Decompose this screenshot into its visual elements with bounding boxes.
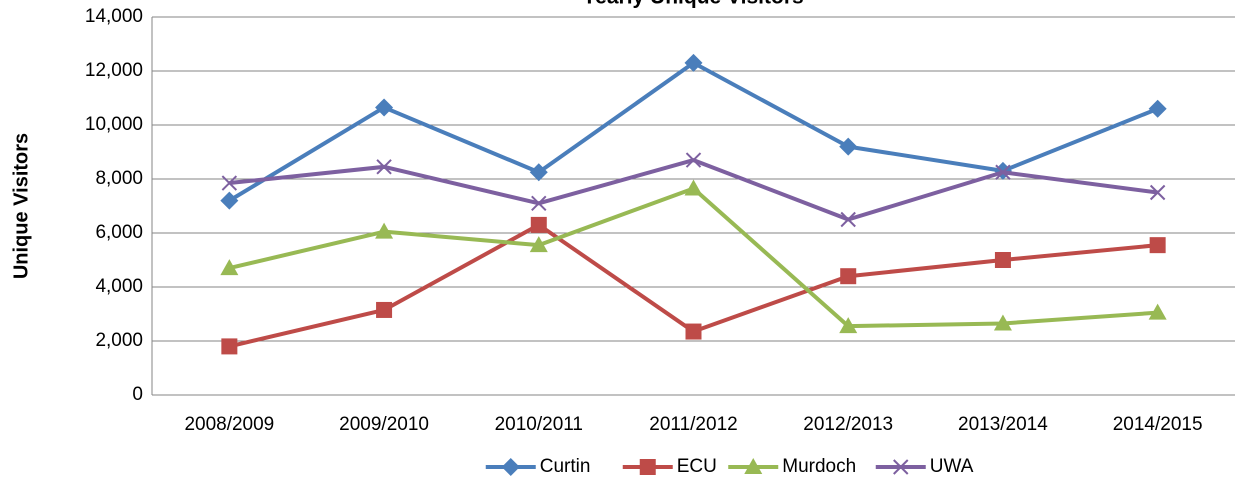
y-axis-label: Unique Visitors	[10, 133, 32, 279]
marker	[639, 459, 656, 475]
marker	[744, 458, 763, 474]
legend-label: UWA	[930, 456, 974, 477]
marker	[839, 317, 858, 334]
x-tick-label: 2010/2011	[495, 414, 583, 435]
marker	[684, 53, 703, 72]
marker	[840, 268, 857, 285]
y-tick-label: 10,000	[85, 114, 143, 135]
x-tick-label: 2008/2009	[184, 414, 274, 435]
legend-item: UWA	[875, 456, 974, 477]
x-tick-label: 2009/2010	[339, 414, 429, 435]
marker	[375, 222, 394, 239]
marker	[685, 323, 702, 340]
y-tick-label: 8,000	[95, 168, 143, 189]
marker	[221, 338, 238, 355]
marker	[220, 259, 239, 276]
marker	[529, 236, 548, 253]
y-tick-label: 0	[132, 384, 143, 405]
y-tick-label: 12,000	[85, 60, 143, 81]
marker	[501, 458, 520, 476]
marker	[376, 301, 393, 318]
marker	[1148, 99, 1167, 118]
legend-label: Curtin	[540, 456, 591, 477]
marker	[993, 314, 1012, 331]
marker	[684, 179, 703, 196]
marker	[1149, 237, 1166, 254]
legend-item: Curtin	[485, 456, 591, 477]
marker	[529, 163, 548, 182]
marker	[685, 152, 702, 168]
marker	[839, 137, 858, 156]
legend-item: ECU	[622, 456, 717, 477]
y-tick-label: 14,000	[85, 6, 143, 27]
chart-title: Yearly Unique Visitors	[582, 0, 803, 9]
y-tick-label: 2,000	[95, 330, 143, 351]
marker	[376, 159, 392, 175]
x-tick-label: 2011/2012	[649, 414, 737, 435]
y-tick-label: 6,000	[95, 222, 143, 243]
marker	[531, 195, 547, 212]
legend-label: Murdoch	[782, 456, 856, 477]
marker	[994, 252, 1011, 268]
marker	[893, 459, 909, 475]
marker	[840, 211, 856, 228]
x-tick-label: 2012/2013	[803, 414, 893, 435]
marker	[221, 175, 238, 191]
legend-label: ECU	[677, 456, 717, 477]
legend-item: Murdoch	[728, 456, 856, 477]
y-tick-label: 4,000	[95, 276, 143, 297]
x-tick-label: 2013/2014	[958, 414, 1048, 435]
marker	[1148, 303, 1167, 320]
marker	[995, 164, 1011, 180]
x-tick-label: 2014/2015	[1113, 414, 1203, 435]
marker	[530, 216, 547, 233]
marker	[1149, 184, 1166, 201]
marker	[375, 98, 394, 117]
marker	[220, 191, 239, 210]
